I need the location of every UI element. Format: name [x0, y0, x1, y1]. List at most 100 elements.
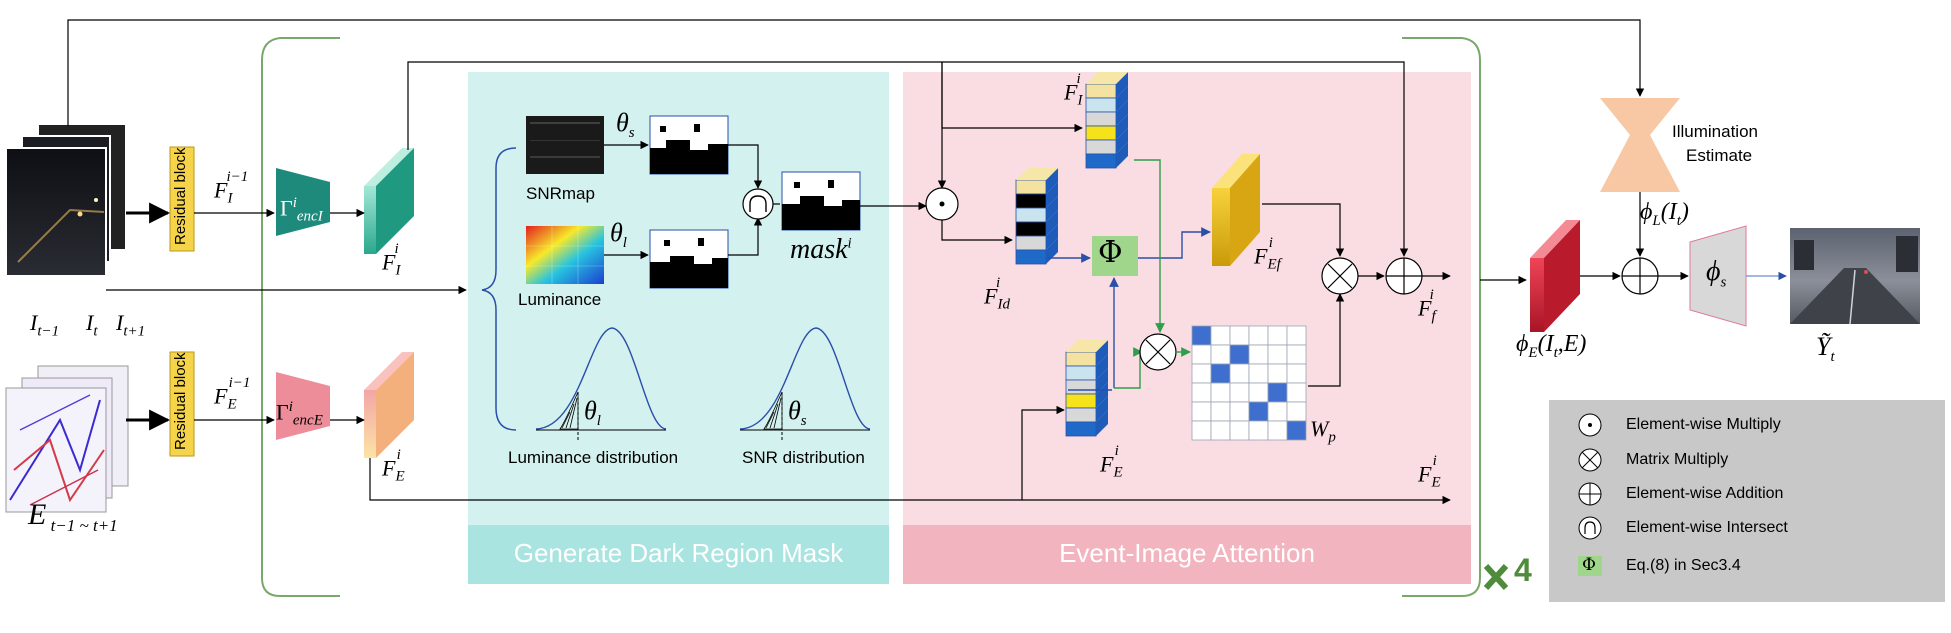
- wp-cell: [1191, 420, 1212, 441]
- feature-layer-side: [1116, 86, 1128, 112]
- attention-module-banner: [903, 525, 1471, 584]
- mask-bracket: [481, 147, 517, 431]
- feature-layer-side: [1116, 142, 1128, 168]
- wp-cell: [1191, 363, 1212, 384]
- attention-module-banner-text: Event-Image Attention: [1059, 538, 1315, 568]
- feature-layer-side: [1096, 382, 1108, 408]
- illumination-estimate-hourglass: [1600, 98, 1680, 192]
- label-E-sequence: E t−1 ~ t+1: [28, 498, 118, 535]
- repeat-count: 4: [1514, 552, 1532, 588]
- wp-cell: [1267, 420, 1288, 441]
- label-phiE: ϕE(It,E): [1516, 331, 1587, 361]
- snr-binary-mask: [649, 115, 729, 175]
- label-gamma-encE: ΓiencE: [276, 399, 323, 429]
- wp-cell: [1248, 325, 1269, 346]
- repeat-bracket-right: [1402, 37, 1481, 597]
- label-FEf: FEfi: [1254, 235, 1281, 273]
- feature-layer: [1065, 421, 1097, 437]
- luminance-distribution-chart: [535, 327, 667, 440]
- feature-layer: [1065, 407, 1097, 423]
- mask-label: maski: [790, 234, 852, 265]
- feature-layer: [1085, 97, 1117, 113]
- theta-s-dist: θs: [788, 396, 807, 430]
- phi-symbol: Φ: [1098, 235, 1123, 270]
- wp-cell: [1248, 344, 1269, 365]
- wp-cell: [1286, 420, 1307, 441]
- feature-layer-side: [1046, 210, 1058, 236]
- encoder-event: [276, 372, 330, 440]
- feature-layer: [1015, 179, 1047, 195]
- luminance-map-image: [526, 226, 604, 284]
- residual-block-event: [169, 351, 195, 457]
- legend-item-2: Element-wise Addition: [1626, 485, 1784, 502]
- phiE-slab: [1530, 220, 1580, 332]
- wp-cell: [1191, 325, 1212, 346]
- wp-cell: [1267, 363, 1288, 384]
- phi-s-label: ϕs: [1706, 256, 1727, 291]
- wp-cell: [1191, 344, 1212, 365]
- mask-module-banner: [468, 525, 889, 584]
- theta-l-mid: θl: [610, 218, 627, 252]
- feature-layer-side: [1046, 196, 1058, 222]
- feature-layer-side: [1116, 100, 1128, 126]
- luminance-distribution-label: Luminance distribution: [508, 448, 679, 467]
- label-Ff: Ffi: [1418, 287, 1436, 325]
- wp-cell: [1229, 382, 1250, 403]
- wp-cell: [1248, 363, 1269, 384]
- feature-layer-side: [1046, 224, 1058, 250]
- wp-cell: [1267, 325, 1288, 346]
- feature-layer-side: [1096, 396, 1108, 422]
- feature-layer: [1065, 379, 1097, 395]
- feature-layer: [1065, 351, 1097, 367]
- label-FI-prev: FIi−1: [214, 169, 249, 207]
- phi-s-decoder: [1689, 225, 1747, 327]
- legend-item-1: Matrix Multiply: [1626, 451, 1729, 468]
- theta-s-top: θs: [616, 108, 635, 142]
- residual-block-label-image: Residual block: [172, 147, 189, 245]
- legend-symbols: [1578, 413, 1602, 576]
- wp-cell: [1191, 382, 1212, 403]
- feature-layer-side: [1096, 340, 1108, 366]
- feature-layer-top: [1086, 72, 1128, 84]
- wp-cell: [1286, 325, 1307, 346]
- illumination-label: Illumination: [1672, 122, 1758, 141]
- repeat-times-icon: [1483, 563, 1509, 591]
- wp-cell: [1286, 401, 1307, 422]
- wp-matrix: [1191, 325, 1307, 441]
- wp-cell: [1267, 401, 1288, 422]
- luminance-label: Luminance: [518, 290, 602, 309]
- theta-l-dist: θl: [584, 396, 601, 430]
- feature-layer: [1015, 249, 1047, 265]
- wp-cell: [1210, 382, 1231, 403]
- wp-cell: [1210, 420, 1231, 441]
- feature-layer-side: [1116, 72, 1128, 98]
- final-mask: [781, 171, 861, 231]
- feature-FId-stack: [1015, 168, 1058, 265]
- label-I-t-minus-1: It−1: [30, 310, 60, 340]
- wp-cell: [1229, 420, 1250, 441]
- label-I-t-plus-1: It+1: [116, 310, 146, 340]
- feature-layer-side: [1096, 368, 1108, 394]
- label-FE-attn: FEi: [1100, 443, 1123, 481]
- feature-layer-side: [1046, 168, 1058, 194]
- estimate-label: Estimate: [1686, 146, 1753, 165]
- feature-layer: [1085, 153, 1117, 169]
- legend-item-3: Element-wise Intersect: [1626, 519, 1788, 536]
- feature-layer: [1065, 393, 1097, 409]
- feature-FI-stack: [1085, 72, 1128, 169]
- mask-module-banner-text: Generate Dark Region Mask: [513, 538, 844, 568]
- legend-item-4: Eq.(8) in Sec3.4: [1626, 557, 1741, 574]
- wp-cell: [1267, 382, 1288, 403]
- label-FId: FIdi: [984, 275, 1010, 313]
- feature-layer-side: [1116, 128, 1128, 154]
- feature-layer: [1065, 365, 1097, 381]
- legend-item-0: Element-wise Multiply: [1626, 416, 1781, 433]
- feature-layer: [1015, 207, 1047, 223]
- feature-FE-stack: [1065, 340, 1108, 437]
- wp-cell: [1210, 363, 1231, 384]
- feature-layer-side: [1046, 182, 1058, 208]
- wp-cell: [1267, 344, 1288, 365]
- feature-FEf-slab: [1212, 154, 1260, 266]
- wp-cell: [1210, 344, 1231, 365]
- legend-box: [1549, 400, 1945, 602]
